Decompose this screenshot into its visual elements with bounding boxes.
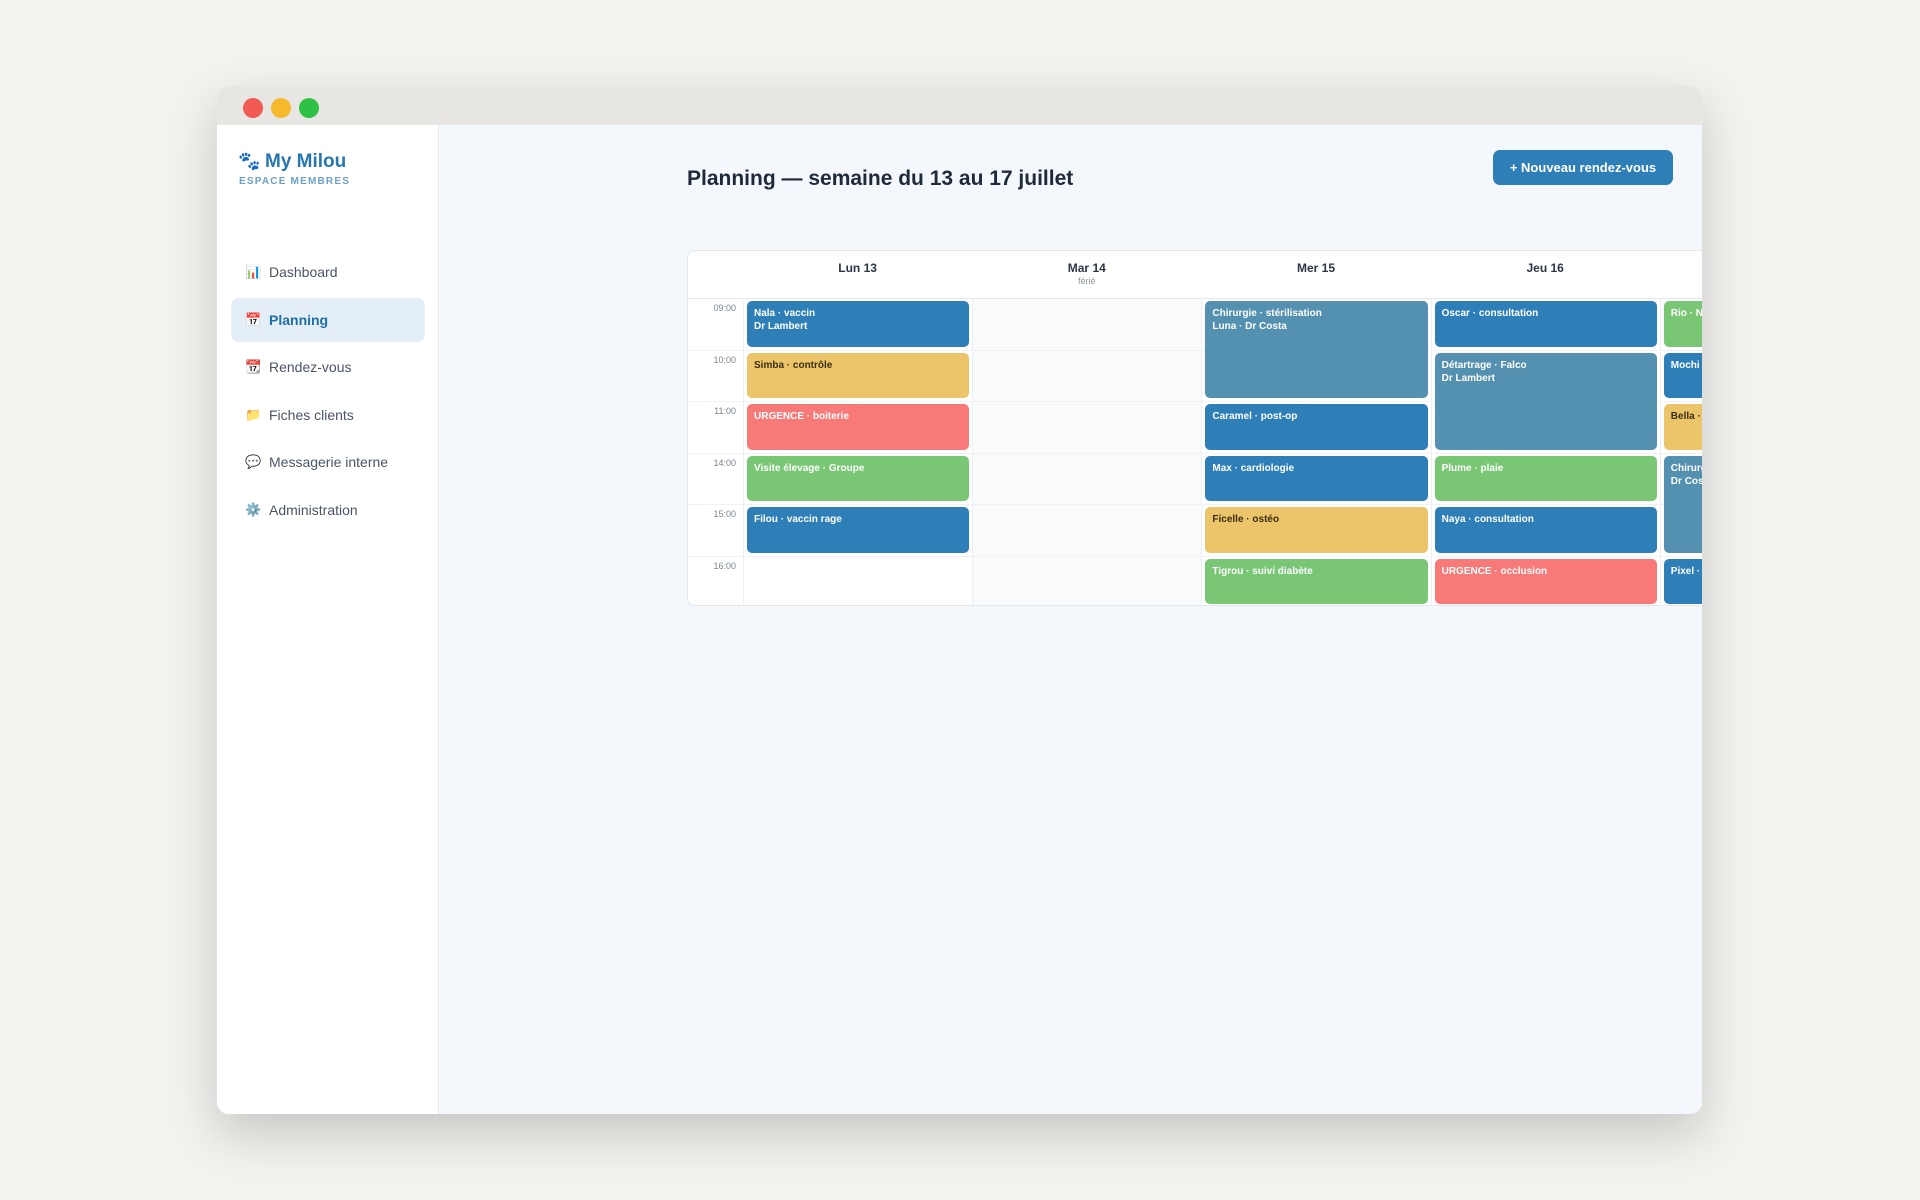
appointment[interactable]: Ficelle · ostéo bbox=[1205, 507, 1428, 553]
appointment[interactable]: Visite élevage · Groupe bbox=[747, 455, 970, 501]
appointment[interactable]: Plume · plaie bbox=[1434, 455, 1657, 501]
close[interactable] bbox=[243, 98, 263, 118]
nav-label: Fiches clients bbox=[269, 406, 354, 423]
new-appointment-button[interactable]: + Nouveau rendez-vous bbox=[1493, 150, 1673, 185]
appointment-text: URGENCE · boiterie bbox=[754, 411, 850, 422]
appointment[interactable]: URGENCE · boiterie bbox=[747, 404, 970, 450]
appointment[interactable]: Max · cardiologie bbox=[1205, 455, 1428, 501]
appointment[interactable]: Simba · contrôle bbox=[747, 352, 970, 398]
appointment-text: Dr Costa bbox=[1670, 475, 1702, 487]
appointment[interactable]: Mochi · vaccin bbox=[1663, 352, 1702, 398]
window: 🐾 My Milou ESPACE MEMBRES 📊 Dashboard 📅 Pla… bbox=[217, 86, 1702, 1114]
nav-icon: 💬 bbox=[245, 454, 262, 469]
day-note: férié bbox=[1078, 276, 1096, 286]
appointment-text: Nala · vaccin bbox=[754, 308, 816, 319]
appointment-text: Chirurgie · exérèse bbox=[1670, 462, 1702, 474]
maximize[interactable] bbox=[299, 98, 319, 118]
appointment[interactable]: Caramel · post-op bbox=[1205, 404, 1428, 450]
nav-label: Administration bbox=[269, 501, 358, 518]
nav-item[interactable]: ⚙️ Administration bbox=[231, 488, 425, 532]
appointment[interactable]: Tigrou · suivi diabète bbox=[1205, 558, 1428, 604]
appointment-text: Luna · Dr Costa bbox=[1212, 321, 1287, 332]
page-title: Planning — semaine du 13 au 17 juillet bbox=[687, 167, 1074, 190]
main: Planning — semaine du 13 au 17 juillet +… bbox=[439, 125, 1702, 1114]
time-label: 15:00 bbox=[713, 509, 736, 519]
minimize[interactable] bbox=[271, 98, 291, 118]
row-line bbox=[688, 452, 1702, 454]
appointment[interactable]: Chirurgie · stérilisation Luna · Dr Costa bbox=[1205, 301, 1428, 398]
logo-icon: 🐾 bbox=[238, 151, 261, 171]
header-row-border bbox=[688, 298, 1702, 299]
row-line bbox=[688, 504, 1702, 505]
appointment-text: Chirurgie · stérilisation bbox=[1212, 308, 1322, 319]
appointment-text: Visite élevage · Groupe bbox=[754, 462, 865, 474]
appointment-text: Plume · plaie bbox=[1441, 462, 1504, 474]
nav-icon: 📁 bbox=[245, 406, 262, 422]
appointment-text: Ficelle · ostéo bbox=[1212, 514, 1280, 525]
appointment[interactable]: Chirurgie · exérèseDr Costa bbox=[1663, 455, 1702, 553]
column-line bbox=[972, 298, 974, 605]
logo-subtitle: ESPACE MEMBRES bbox=[239, 176, 351, 187]
appointment[interactable]: URGENCE · occlusion bbox=[1434, 558, 1657, 604]
sidebar: 🐾 My Milou ESPACE MEMBRES 📊 Dashboard 📅 Pla… bbox=[217, 125, 439, 1114]
appointment-text: Pixel · castration info bbox=[1670, 565, 1702, 577]
appointment-text: Caramel · post-op bbox=[1212, 411, 1298, 422]
appointment-text: Filou · vaccin rage bbox=[754, 514, 842, 525]
time-label: 14:00 bbox=[713, 457, 736, 468]
day-label: Mer 15 bbox=[1296, 261, 1335, 275]
column-line bbox=[1659, 298, 1661, 605]
day-label: Lun 13 bbox=[838, 261, 877, 275]
nav-icon: ⚙️ bbox=[245, 501, 262, 517]
nav-item[interactable]: 📆 Rendez-vous bbox=[231, 345, 425, 389]
appointment-text: Naya · consultation bbox=[1441, 514, 1534, 525]
nav-item[interactable]: 💬 Messagerie interne bbox=[231, 440, 425, 484]
appointment-text: Détartrage · Falco bbox=[1441, 359, 1527, 371]
logo: My Milou bbox=[265, 151, 347, 172]
appointment[interactable]: Bella · dermato bbox=[1663, 404, 1702, 450]
row-line bbox=[688, 401, 1702, 402]
appointment-text: Rio · NAC contrôle bbox=[1670, 308, 1702, 319]
appointment[interactable]: Détartrage · Falco Dr Lambert bbox=[1434, 352, 1657, 450]
nav-icon: 📆 bbox=[245, 359, 262, 374]
nav-label: Rendez-vous bbox=[269, 359, 352, 375]
appointment-text: URGENCE · occlusion bbox=[1441, 565, 1548, 577]
appointment-text: Max · cardiologie bbox=[1212, 462, 1295, 474]
appointment-text: Tigrou · suivi diabète bbox=[1212, 565, 1313, 577]
column-line bbox=[1430, 298, 1432, 605]
appointment-text: Oscar · consultation bbox=[1441, 308, 1539, 319]
appointment[interactable]: Nala · vaccin Dr Lambert bbox=[747, 301, 970, 347]
nav-label: Planning bbox=[269, 311, 329, 328]
column-line bbox=[1201, 298, 1203, 605]
appointment[interactable]: Naya · consultation bbox=[1434, 507, 1657, 553]
time-label: 10:00 bbox=[713, 354, 736, 365]
row-line bbox=[688, 555, 1702, 557]
time-label: 09:00 bbox=[713, 303, 736, 313]
appointment[interactable]: Oscar · consultation bbox=[1434, 301, 1657, 347]
nav-icon: 📊 bbox=[245, 264, 262, 279]
time-label: 11:00 bbox=[714, 406, 736, 416]
column-line bbox=[743, 298, 744, 605]
appointment[interactable]: Rio · NAC contrôle bbox=[1663, 301, 1702, 347]
appointment-text: Simba · contrôle bbox=[754, 359, 833, 371]
row-line bbox=[688, 349, 1702, 351]
appointment-text: Dr Lambert bbox=[754, 321, 808, 332]
appointment[interactable]: Filou · vaccin rage bbox=[747, 507, 970, 553]
day-label: Ven 17 bbox=[1660, 261, 1702, 275]
nav-label: Messagerie interne bbox=[269, 454, 389, 470]
appointment-text: Dr Lambert bbox=[1441, 372, 1495, 384]
nav-icon: 📅 bbox=[245, 311, 262, 327]
time-label: 16:00 bbox=[713, 560, 736, 571]
appointment[interactable]: Pixel · castration info bbox=[1663, 558, 1702, 604]
nav-label: Dashboard bbox=[269, 264, 338, 280]
day-label: Mar 14 bbox=[1067, 261, 1106, 275]
appointment-text: Mochi · vaccin bbox=[1670, 359, 1702, 371]
nav-item[interactable]: 📁 Fiches clients bbox=[231, 393, 425, 437]
nav-item[interactable]: 📅 Planning bbox=[231, 297, 425, 342]
appointment-text: Bella · dermato bbox=[1670, 411, 1702, 422]
title-bar bbox=[217, 86, 1702, 125]
nav-item[interactable]: 📊 Dashboard bbox=[231, 250, 425, 294]
day-label: Jeu 16 bbox=[1526, 261, 1564, 275]
